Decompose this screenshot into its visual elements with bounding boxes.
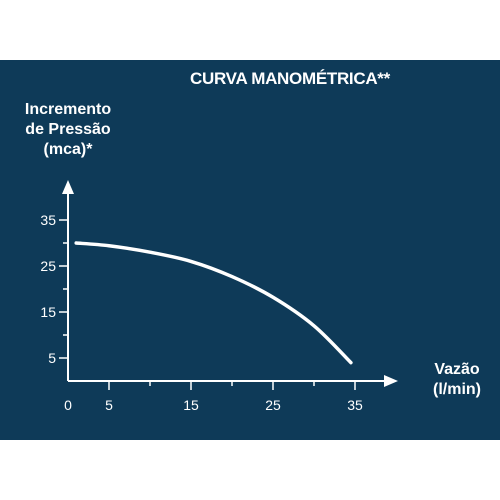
y-tick-label-5: 5 — [48, 350, 56, 366]
y-tick-label-15: 15 — [40, 304, 56, 320]
ticks — [59, 219, 356, 390]
x-tick-label-25: 25 — [265, 397, 281, 413]
y-tick-label-25: 25 — [40, 258, 56, 274]
x-tick-label-35: 35 — [347, 397, 363, 413]
x-axis-label-line-1: Vazão — [434, 361, 480, 378]
x-tick-label-0: 0 — [64, 397, 72, 413]
y-axis-label-line-3: (mca)* — [43, 141, 93, 158]
series-layer — [74, 241, 353, 365]
axes — [62, 180, 398, 387]
x-axis-label-line-2: (l/min) — [433, 381, 481, 398]
series-line-0 — [74, 241, 353, 365]
tick-labels: 5 15 25 35 0 5 15 25 35 — [40, 212, 363, 413]
y-axis-arrow — [62, 180, 74, 194]
x-tick-label-15: 15 — [183, 397, 199, 413]
x-axis-arrow — [384, 375, 398, 387]
y-tick-label-35: 35 — [40, 212, 56, 228]
y-axis-label-line-1: Incremento — [24, 101, 112, 118]
x-axis-label: Vazão (l/min) — [412, 360, 500, 400]
chart-title: CURVA MANOMÉTRICA** — [190, 69, 390, 88]
y-axis-label: Incremento de Pressão (mca)* — [8, 100, 128, 160]
x-tick-label-5: 5 — [105, 397, 113, 413]
y-axis-label-line-2: de Pressão — [25, 121, 111, 138]
chart-panel — [0, 60, 500, 440]
